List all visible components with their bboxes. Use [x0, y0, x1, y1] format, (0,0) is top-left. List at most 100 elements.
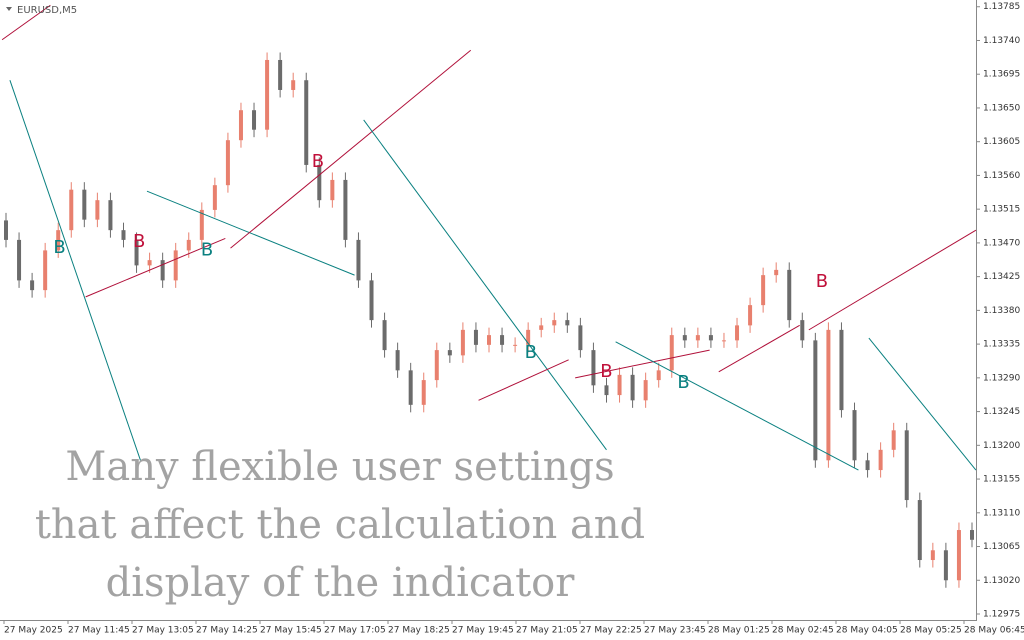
signal-marker: B	[201, 239, 213, 260]
candle-body	[252, 110, 257, 130]
x-tick-label: 27 May 11:45	[68, 626, 130, 636]
candle-body	[748, 305, 753, 326]
candle-body	[473, 329, 478, 345]
x-tick-label: 28 May 01:25	[708, 626, 770, 636]
y-tick-label: 1.13470	[983, 238, 1020, 248]
x-tick-label: 27 May 17:05	[324, 626, 386, 636]
signal-marker: B	[677, 372, 689, 393]
indicator-line	[85, 237, 226, 298]
y-tick-label: 1.13425	[983, 272, 1020, 282]
candle-body	[787, 269, 792, 321]
candle-body	[395, 350, 400, 371]
candle-body	[447, 350, 452, 356]
candle-body	[526, 329, 531, 345]
candle-body	[656, 370, 661, 381]
candle-body	[735, 325, 740, 341]
candle-body	[147, 260, 152, 266]
candle-body	[356, 239, 361, 281]
x-tick-label: 27 May 15:45	[260, 626, 322, 636]
candle-body	[95, 200, 100, 220]
y-tick-label: 1.13110	[983, 508, 1020, 518]
y-tick-label: 1.13200	[983, 441, 1020, 451]
candle-body	[891, 430, 896, 450]
signal-marker: B	[133, 231, 145, 252]
candle-body	[513, 344, 518, 346]
y-tick-label: 1.13560	[983, 171, 1020, 181]
overlay-text: that affect the calculation and	[35, 502, 645, 548]
indicator-line	[575, 349, 710, 379]
candle-body	[565, 320, 570, 326]
x-tick-label: 27 May 19:45	[452, 626, 514, 636]
candle-body	[134, 239, 139, 266]
candle-body	[69, 189, 74, 231]
signal-marker: B	[53, 237, 65, 258]
x-tick-label: 28 May 04:05	[836, 626, 898, 636]
candle-body	[721, 340, 726, 342]
candle-body	[852, 410, 857, 461]
indicator-line	[868, 337, 977, 471]
candle-body	[591, 350, 596, 386]
candle-body	[617, 374, 622, 396]
candle-body	[956, 530, 961, 581]
candle-body	[800, 320, 805, 341]
candle-body	[382, 320, 387, 351]
candle-body	[56, 230, 61, 251]
y-tick-label: 1.13740	[983, 36, 1020, 46]
candle-body	[121, 230, 126, 240]
candle-body	[160, 260, 165, 281]
symbol-menu-arrow[interactable]	[6, 7, 12, 11]
signal-marker: B	[816, 271, 828, 292]
candle-body	[43, 250, 48, 291]
y-tick-label: 1.13290	[983, 373, 1020, 383]
candle-body	[930, 550, 935, 561]
chart-title: EURUSD,M5	[17, 5, 77, 16]
candle-body	[539, 325, 544, 330]
candle-body	[173, 250, 178, 281]
candle-body	[212, 185, 217, 210]
x-tick-label: 27 May 21:05	[516, 626, 578, 636]
y-tick-label: 1.13695	[983, 70, 1020, 80]
y-tick-label: 1.13380	[983, 306, 1020, 316]
candle-body	[500, 335, 505, 345]
candle-body	[278, 59, 283, 90]
candle-body	[813, 340, 818, 461]
candle-body	[708, 335, 713, 341]
candle-body	[669, 335, 674, 371]
x-tick-label: 28 May 02:45	[772, 626, 834, 636]
x-tick-label: 27 May 14:25	[196, 626, 258, 636]
y-tick-label: 1.13020	[983, 576, 1020, 586]
candle-body	[434, 350, 439, 381]
candle-body	[917, 500, 922, 561]
candle-body	[630, 374, 635, 401]
candle-body	[17, 239, 22, 281]
candle-body	[774, 269, 779, 276]
candle-body	[578, 325, 583, 351]
candle-body	[643, 380, 648, 401]
candle-body	[199, 209, 204, 240]
candle-body	[291, 80, 296, 90]
indicator-line	[1, 4, 51, 41]
candle-body	[304, 80, 309, 165]
candle-body	[82, 189, 87, 220]
y-tick-label: 1.13785	[983, 2, 1020, 12]
candle-body	[970, 530, 974, 540]
y-tick-label: 1.13245	[983, 407, 1020, 417]
x-tick-label: 27 May 13:05	[132, 626, 194, 636]
candle-body	[682, 335, 687, 341]
candle-body	[904, 430, 909, 501]
x-tick-label: 28 May 05:25	[900, 626, 962, 636]
signal-marker: B	[312, 151, 324, 172]
candle-body	[839, 329, 844, 411]
y-tick-label: 1.13515	[983, 205, 1020, 215]
candle-body	[343, 179, 348, 240]
candle-body	[421, 380, 426, 405]
candle-body	[330, 179, 335, 201]
candle-body	[695, 335, 700, 341]
x-tick-label: 27 May 23:45	[644, 626, 706, 636]
indicator-line	[478, 359, 569, 401]
candle-body	[369, 280, 374, 321]
y-tick-label: 1.12975	[983, 610, 1020, 620]
x-tick-label: 28 May 06:45	[964, 626, 1024, 636]
indicator-line	[808, 229, 977, 331]
candle-body	[4, 220, 8, 240]
